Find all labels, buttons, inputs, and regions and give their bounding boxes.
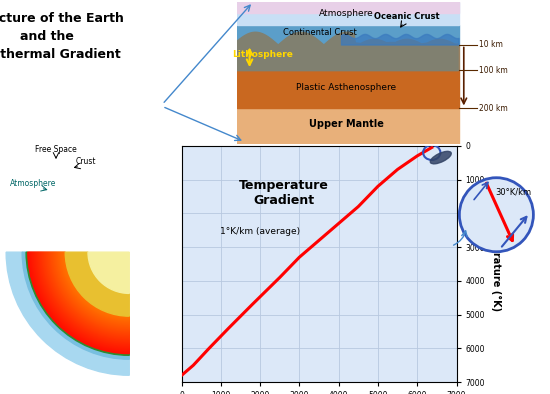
Text: 100 km: 100 km: [480, 65, 508, 74]
Text: 1°K/km (average): 1°K/km (average): [220, 227, 300, 236]
Text: Crust: Crust: [76, 156, 96, 165]
Wedge shape: [34, 252, 129, 348]
Text: Continental Crust: Continental Crust: [283, 28, 357, 37]
Polygon shape: [236, 108, 459, 144]
Wedge shape: [46, 252, 129, 336]
Polygon shape: [236, 70, 459, 108]
Wedge shape: [35, 252, 129, 346]
Text: Upper Mantle: Upper Mantle: [309, 119, 384, 129]
Wedge shape: [59, 252, 129, 323]
Wedge shape: [60, 252, 129, 321]
Wedge shape: [39, 252, 129, 342]
Wedge shape: [59, 252, 129, 322]
Wedge shape: [65, 252, 129, 316]
Text: Plastic Asthenosphere: Plastic Asthenosphere: [296, 83, 397, 92]
Wedge shape: [50, 252, 129, 331]
Wedge shape: [37, 252, 129, 344]
Circle shape: [459, 178, 534, 252]
Ellipse shape: [430, 151, 452, 164]
Text: Free Space: Free Space: [35, 145, 76, 154]
Wedge shape: [26, 252, 129, 355]
Text: Oceanic Crust: Oceanic Crust: [373, 12, 439, 21]
Wedge shape: [45, 252, 129, 337]
Text: Mantle: Mantle: [64, 229, 108, 240]
Y-axis label: Temperature (°K): Temperature (°K): [491, 216, 501, 312]
Wedge shape: [58, 252, 129, 323]
Text: Atmosphere: Atmosphere: [319, 9, 373, 18]
Polygon shape: [236, 45, 459, 70]
Wedge shape: [53, 252, 129, 328]
Wedge shape: [55, 252, 129, 327]
Text: Temperature
Gradient: Temperature Gradient: [239, 179, 328, 207]
Text: Atmosphere: Atmosphere: [10, 179, 57, 188]
Wedge shape: [48, 252, 129, 333]
Wedge shape: [31, 252, 129, 350]
Wedge shape: [38, 252, 129, 343]
Text: Outer
Core: Outer Core: [95, 272, 117, 292]
Wedge shape: [43, 252, 129, 338]
Polygon shape: [236, 2, 459, 25]
Wedge shape: [47, 252, 129, 334]
Wedge shape: [34, 252, 129, 347]
Wedge shape: [51, 252, 129, 330]
Wedge shape: [57, 252, 129, 325]
Wedge shape: [42, 252, 129, 340]
Text: 200 km: 200 km: [480, 104, 508, 113]
Wedge shape: [54, 252, 129, 327]
Wedge shape: [31, 252, 129, 351]
Wedge shape: [29, 252, 129, 353]
Wedge shape: [56, 252, 129, 325]
Polygon shape: [236, 2, 459, 13]
Wedge shape: [43, 252, 129, 338]
Wedge shape: [63, 252, 129, 319]
Text: Inner
Core: Inner Core: [108, 312, 126, 325]
Wedge shape: [28, 252, 129, 353]
Wedge shape: [36, 252, 129, 345]
Wedge shape: [6, 252, 129, 375]
Wedge shape: [30, 252, 129, 352]
Wedge shape: [47, 252, 129, 335]
Text: Lithosphere: Lithosphere: [232, 50, 293, 59]
Wedge shape: [32, 252, 129, 349]
Wedge shape: [88, 252, 129, 294]
Wedge shape: [64, 252, 129, 317]
Wedge shape: [22, 252, 129, 359]
Wedge shape: [41, 252, 129, 340]
Polygon shape: [236, 25, 459, 45]
Wedge shape: [63, 252, 129, 318]
Text: 10 km: 10 km: [480, 40, 503, 49]
Wedge shape: [52, 252, 129, 329]
Wedge shape: [62, 252, 129, 320]
Text: 30°K/km: 30°K/km: [495, 187, 531, 196]
Wedge shape: [40, 252, 129, 342]
Wedge shape: [50, 252, 129, 332]
Text: Structure of the Earth
and the
Geothermal Gradient: Structure of the Earth and the Geotherma…: [0, 12, 124, 61]
